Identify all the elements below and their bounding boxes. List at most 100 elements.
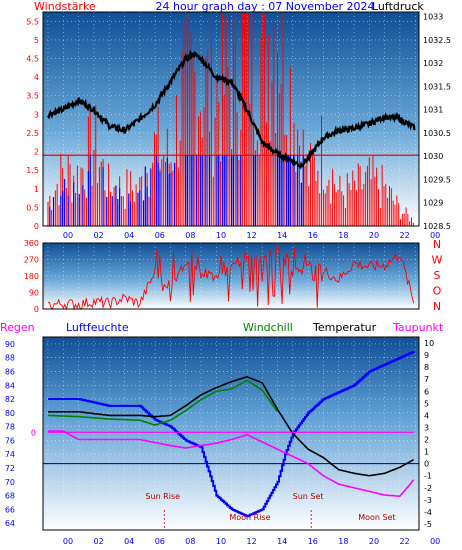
humidity-tick-label: 88 [5,354,15,363]
humidity-tick-label: 82 [5,395,15,404]
sun-moon-annotation: Moon Rise [229,513,270,522]
right-tick-label: 1033 [423,13,443,22]
x-tick-label: 00 [63,537,73,546]
right-tick-label: 1032.5 [423,36,451,45]
direction-letter: W [432,254,443,267]
x-tick-label: 10 [216,231,226,240]
sun-moon-annotation: Moon Set [358,513,395,522]
panel3-background [43,337,419,530]
temperature-tick-label: 8 [424,363,429,372]
temperature-line [48,375,415,477]
x-tick-label: 16 [308,537,318,546]
temperature-tick-label: -3 [424,496,432,505]
humidity-tick-label: 80 [5,409,15,418]
direction-tick-label: 360 [24,239,39,248]
humidity-tick-label: 84 [5,381,15,390]
x-tick-label: 18 [338,231,348,240]
panel3-grid [43,337,419,530]
x-tick-label: 00 [430,537,440,546]
panel1-right-ticks: 1028.5 1029 1029.5 1030 1030.5 1031 1031.5 1032… [423,13,451,231]
direction-tick-label: 270 [24,256,39,265]
left-tick-label: 5 [34,36,39,45]
panel3-legend: Regen Luftfeuchte Windchill Temperatur Taupu… [0,321,444,334]
humidity-tick-label: 76 [5,436,15,445]
right-tick-label: 1028.5 [423,222,451,231]
right-tick-label: 1030.5 [423,129,451,138]
x-tick-label: 00 [63,231,73,240]
direction-tick-label: 0 [34,305,39,314]
left-tick-label: 1.5 [26,166,39,175]
x-tick-label: 18 [338,537,348,546]
left-tick-label: 1 [34,185,39,194]
direction-tick-label: 90 [29,289,39,298]
temperature-tick-label: 9 [424,351,429,360]
x-tick-label: 12 [247,537,257,546]
x-tick-label: 14 [277,231,287,240]
humidity-tick-label: 72 [5,464,15,473]
left-tick-label: 0 [34,222,39,231]
temperature-tick-label: 3 [424,423,429,432]
panel3-frame [42,336,420,531]
x-tick-label: 12 [247,231,257,240]
x-tick-label: 06 [155,537,165,546]
legend-label: Windchill [243,321,293,334]
panel3-x-ticks: 00 02 04 06 08 10 12 14 16 18 20 22 00 [63,537,440,546]
humidity-tick-label: 78 [5,423,15,432]
temperature-tick-label: 5 [424,399,429,408]
panel2-left-ticks: 0 90 180 270 360 [24,239,39,314]
left-tick-label: 2.5 [26,129,39,138]
temperature-tick-label: 4 [424,411,429,420]
x-tick-label: 20 [369,231,379,240]
left-tick-label: 4.5 [26,55,39,64]
right-tick-label: 1029 [423,199,443,208]
x-tick-label: 00 [430,231,440,240]
x-tick-label: 04 [124,537,134,546]
x-tick-label: 08 [185,537,195,546]
temperature-tick-label: -4 [424,508,432,517]
humidity-tick-label: 64 [5,519,15,528]
direction-letter: N [433,238,441,251]
panel3-left-ticks: 64 66 68 70 72 74 76 78 80 82 84 86 88 90 0 [5,340,36,528]
temperature-tick-label: 6 [424,387,429,396]
temperature-tick-label: -1 [424,472,432,481]
x-tick-label: 02 [94,231,104,240]
wind-direction-line [47,245,415,311]
panel1-left-ticks: 0 0.5 1 1.5 2 2.5 3 3.5 4 4.5 5 5.5 [26,17,39,231]
legend-label: Taupunkt [392,321,444,334]
panel3-right-ticks: -5 -4 -3 -2 -1 0 1 2 3 4 5 6 7 8 9 10 [424,339,434,529]
panel3-series [43,351,419,518]
left-tick-label: 3.5 [26,92,39,101]
temperature-tick-label: 1 [424,448,429,457]
right-tick-label: 1029.5 [423,175,451,184]
panel3-annotations: Sun Rise Moon Rise Sun Set Moon Set [145,492,396,530]
sun-moon-annotation: Sun Rise [145,492,180,501]
legend-label: Temperatur [312,321,377,334]
left-tick-label: 2 [34,148,39,157]
panel1-frame [42,11,420,227]
temperature-tick-label: 7 [424,375,429,384]
humidity-tick-label: 74 [5,450,15,459]
x-tick-label: 08 [185,231,195,240]
humidity-tick-label: 68 [5,492,15,501]
legend-label: Regen [0,321,35,334]
legend-label: Luftfeuchte [66,321,129,334]
right-tick-label: 1032 [423,59,443,68]
x-tick-label: 20 [369,537,379,546]
x-tick-label: 22 [400,231,410,240]
panel1-title: 24 hour graph day : 07 November 2024 [155,0,374,13]
dewpoint-line [48,430,415,498]
right-tick-label: 1030 [423,152,443,161]
humidity-tick-label: 66 [5,505,15,514]
right-tick-label: 1031 [423,106,443,115]
rain-zero-label: 0 [31,428,36,437]
temperature-tick-label: 0 [424,460,429,469]
temperature-tick-label: -2 [424,484,432,493]
x-tick-label: 04 [124,231,134,240]
pressure-line [47,49,416,170]
temperature-tick-label: -5 [424,520,432,529]
panel2-frame [42,242,420,310]
x-tick-label: 14 [277,537,287,546]
temperature-tick-label: 2 [424,436,429,445]
